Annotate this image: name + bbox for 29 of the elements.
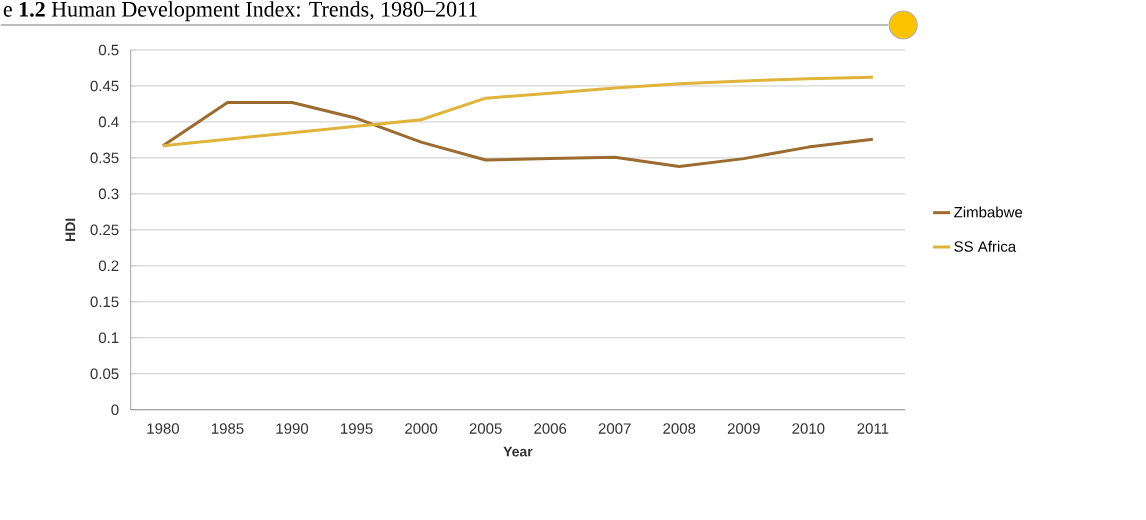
x-tick-label: 2008: [663, 423, 696, 435]
y-tick-label: 0.45: [90, 80, 119, 92]
y-tick-label: 0.1: [98, 332, 119, 344]
x-tick-label: 1980: [147, 423, 180, 435]
x-tick-label: 2011: [857, 423, 889, 435]
x-tick-label: 2006: [534, 423, 567, 435]
x-tick-label: 2000: [405, 423, 438, 435]
legend-label: SS Africa: [954, 241, 1017, 253]
line-series: [161, 101, 875, 169]
y-tick-label: 0.2: [98, 260, 119, 272]
y-tick-label: 0.15: [90, 296, 119, 308]
y-tick-label: 0.4: [98, 116, 119, 128]
x-tick-label: 1985: [211, 423, 244, 435]
x-tick-label: 2010: [792, 423, 825, 435]
y-tick-label: 0.3: [98, 188, 119, 200]
x-axis-title: Year: [503, 446, 533, 457]
y-tick-label: 0.05: [90, 368, 119, 380]
y-tick-label: 0.35: [90, 152, 119, 164]
x-tick-label: 1995: [341, 423, 373, 435]
legend-label: Zimbabwe: [954, 206, 1023, 218]
y-tick-label: 0.5: [98, 44, 119, 56]
chart-title: e 1.2 Human Development Index: Trends, 1980–2011: [3, 1, 477, 22]
x-tick-label: 2007: [598, 423, 631, 435]
y-tick-label: 0: [111, 404, 119, 416]
y-tick-label: 0.25: [90, 224, 119, 236]
x-tick-label: 2005: [469, 423, 502, 435]
y-axis-title: HDI: [65, 218, 76, 242]
x-tick-label: 1990: [276, 423, 309, 435]
x-tick-label: 2009: [727, 423, 760, 435]
